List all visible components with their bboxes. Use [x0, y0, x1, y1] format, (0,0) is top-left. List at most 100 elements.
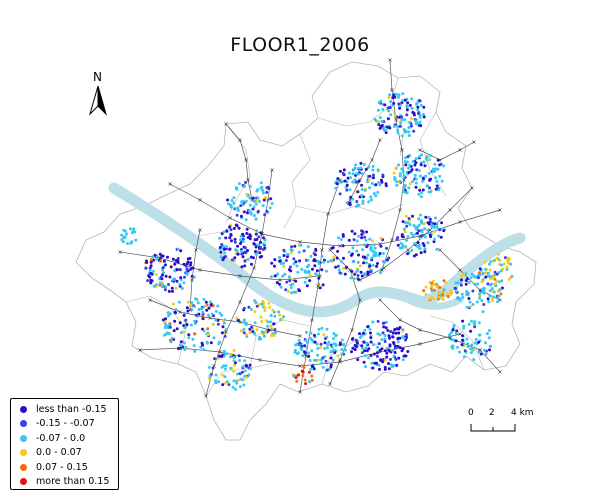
- road: [189, 229, 201, 311]
- data-point: [235, 213, 239, 217]
- data-point: [279, 285, 283, 289]
- data-point: [451, 328, 455, 332]
- data-point: [373, 246, 377, 250]
- data-point: [396, 340, 400, 344]
- data-point: [435, 282, 438, 286]
- data-point: [442, 229, 446, 233]
- data-point: [242, 185, 246, 189]
- data-point: [363, 243, 367, 247]
- data-point: [393, 114, 397, 118]
- data-point: [437, 234, 441, 238]
- station-marker: ×: [381, 265, 386, 272]
- data-point: [336, 354, 340, 358]
- station-marker: ×: [377, 297, 382, 304]
- district-line: [429, 315, 485, 371]
- data-point: [397, 356, 401, 360]
- data-point: [242, 320, 246, 324]
- data-point: [381, 360, 385, 364]
- data-point: [397, 163, 401, 167]
- data-point: [246, 211, 249, 215]
- data-point: [405, 108, 409, 112]
- data-point: [448, 333, 451, 337]
- data-point: [207, 365, 211, 369]
- data-point: [263, 306, 267, 310]
- data-point: [363, 328, 367, 332]
- data-point: [408, 182, 412, 186]
- data-point: [265, 209, 269, 213]
- station-marker: ×: [325, 211, 330, 218]
- data-point: [249, 367, 253, 371]
- data-point: [280, 317, 284, 321]
- data-point: [245, 227, 249, 231]
- data-point: [400, 233, 404, 237]
- data-point: [418, 188, 422, 192]
- data-point: [250, 325, 254, 329]
- data-point: [478, 333, 482, 337]
- data-point: [238, 359, 241, 362]
- data-point: [326, 343, 330, 347]
- data-point: [374, 194, 378, 198]
- data-point: [315, 273, 319, 277]
- data-point: [395, 183, 399, 187]
- data-point: [253, 321, 257, 325]
- data-point: [282, 315, 285, 319]
- scale-bar: 0 2 4 km: [465, 408, 545, 438]
- data-point: [385, 351, 389, 355]
- data-point: [158, 281, 162, 285]
- station-marker: ×: [237, 319, 242, 326]
- data-point: [469, 276, 473, 280]
- data-point: [422, 244, 426, 248]
- data-point: [365, 341, 369, 345]
- data-point: [411, 214, 414, 218]
- station-marker: ×: [207, 315, 212, 322]
- data-point: [301, 374, 305, 377]
- data-point: [367, 178, 371, 182]
- legend-label: -0.07 - 0.0: [36, 432, 86, 444]
- data-point: [377, 101, 381, 105]
- data-point: [424, 174, 428, 178]
- data-point: [257, 235, 261, 239]
- data-point: [223, 334, 227, 338]
- data-point: [393, 346, 397, 350]
- scale-tick-label: 4 km: [511, 408, 534, 418]
- data-point: [300, 267, 304, 271]
- data-point: [416, 105, 420, 109]
- station-marker: ×: [297, 389, 302, 396]
- data-point: [259, 186, 263, 190]
- data-point: [386, 117, 390, 121]
- data-point: [255, 189, 259, 193]
- data-point: [459, 278, 463, 282]
- data-point: [229, 366, 233, 370]
- data-point: [434, 187, 438, 191]
- data-point: [245, 232, 249, 235]
- data-point: [193, 332, 197, 336]
- data-point: [339, 180, 343, 184]
- data-point: [430, 225, 434, 229]
- data-point: [262, 236, 265, 240]
- data-point: [464, 279, 468, 283]
- data-point: [282, 261, 286, 265]
- data-point: [311, 364, 315, 368]
- data-point: [252, 205, 256, 209]
- data-point: [293, 244, 297, 248]
- data-point: [350, 337, 354, 341]
- data-point: [196, 301, 200, 305]
- district-line: [283, 133, 311, 229]
- data-point: [231, 385, 235, 389]
- station-marker: ×: [251, 265, 256, 272]
- data-point: [433, 237, 436, 241]
- data-point: [407, 217, 411, 220]
- data-point: [249, 308, 253, 311]
- data-point: [438, 174, 442, 178]
- data-point: [468, 300, 472, 304]
- data-point: [146, 279, 150, 283]
- station-marker: ×: [193, 247, 198, 254]
- data-point: [493, 270, 497, 274]
- data-point: [311, 267, 314, 271]
- data-point: [395, 180, 399, 184]
- data-point: [278, 282, 281, 286]
- data-point: [475, 300, 479, 304]
- data-point: [396, 131, 400, 135]
- data-point: [398, 326, 402, 329]
- data-point: [234, 223, 238, 227]
